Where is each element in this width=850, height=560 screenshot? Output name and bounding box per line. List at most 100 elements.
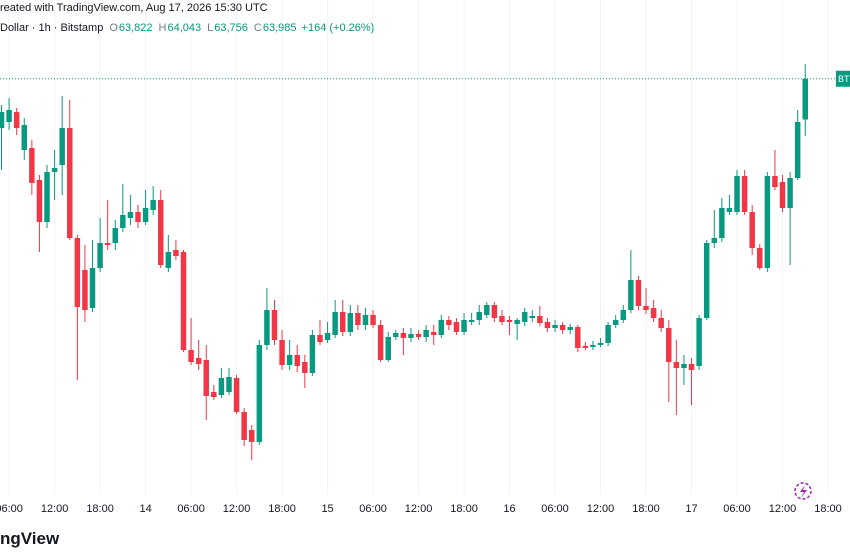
candle-body [559,325,566,330]
candle-body [385,337,391,360]
candle-body [180,252,187,350]
x-tick-label: 18:00 [814,503,842,515]
candle-body [711,238,718,243]
candle-body [104,243,111,245]
x-tick-label: 12:00 [587,503,615,515]
candle-body [393,333,399,337]
candle-body [476,312,482,320]
x-tick-label: 18:00 [450,503,478,515]
candle-body [317,335,323,342]
candle-body [226,377,232,392]
candle-body [195,358,202,364]
candle-body [21,125,27,150]
candle-body [802,78,808,120]
candle-body [430,332,437,335]
candle-body [666,328,672,362]
candle-body [249,430,255,442]
candle-body [749,212,755,248]
candle-body [514,320,520,324]
x-tick-label: 06:00 [541,503,569,515]
candle-body [597,343,604,345]
candle-body [362,315,369,325]
candle-body [355,313,361,325]
candle-body [59,128,65,165]
candle-body [620,310,627,320]
candle-body [650,308,657,318]
candle-body [173,250,179,256]
ohlc-value: 63,756 [214,22,248,34]
candle-body [51,168,58,172]
candle-body [741,176,748,212]
candle-body [415,334,422,337]
candle-body [757,248,763,268]
candle-body [787,178,793,208]
candle-body [703,243,710,318]
candle-body [764,176,771,268]
candle-body [89,268,96,308]
candle-body [135,212,141,222]
candle-body [673,362,680,368]
x-tick-label: 06:00 [359,503,387,515]
x-tick-label: 12:00 [769,503,797,515]
candle-body [521,312,528,322]
candle-body [233,378,240,412]
candle-body [13,112,20,128]
candle-body [612,320,619,325]
candle-body [461,320,467,332]
candle-body [112,228,118,243]
candle-body [150,200,156,210]
candle-body [286,355,293,365]
ohlc: O63,822 H64,043 L63,756 C63,985 [103,22,296,34]
candle-body [120,215,126,228]
candle-body [628,280,634,310]
candle-body [377,325,384,360]
candle-body [529,316,536,318]
x-tick-label: 06:00 [177,503,205,515]
candle-body [158,200,164,265]
ohlc-value: 63,822 [118,22,153,34]
candle-body [211,392,217,397]
logo: ngView [0,529,60,548]
candle-body [552,325,558,328]
x-tick-label: 12:00 [405,503,433,515]
ohlc-key: L [207,22,214,34]
ohlc-key: C [253,22,262,34]
candle-body [256,345,263,442]
candle-body [127,212,134,218]
candle-body [423,330,429,337]
x-tick-label: 18:00 [632,503,660,515]
ohlc-value: 63,985 [262,22,297,34]
ohlc-key: O [109,22,118,34]
candle-body [635,280,642,306]
x-tick-label: 06:00 [723,503,751,515]
candle-body [484,305,490,315]
candle-body [67,128,73,238]
grid [8,0,829,495]
candle-body [537,316,543,323]
candle-body [726,208,733,212]
candle-body [309,335,316,373]
candle-body [779,182,786,208]
candle-body [264,310,270,345]
candle-body [499,316,505,322]
candle-body [370,315,376,325]
replay-icon[interactable] [794,482,812,500]
candle-body [658,318,664,328]
x-tick-label: 16 [503,503,515,515]
candle-body [734,176,740,212]
candle-body [468,320,475,322]
candle-body [794,122,801,178]
candle-body [719,208,725,238]
source-line: reated with TradingView.com, Aug 17, 202… [0,2,268,14]
candle-body [408,334,414,338]
candle-body [0,112,5,128]
symbol: Dollar · 1h · Bitstamp [0,22,104,34]
x-tick-label: 18:00 [86,503,114,515]
x-tick-label: 18:00 [268,503,296,515]
candle-body [605,325,611,343]
candle-body [302,362,308,373]
x-tick-label: 06:00 [0,503,23,515]
candle-body [324,333,331,340]
price-tag: BT [838,74,850,84]
x-tick-label: 12:00 [41,503,69,515]
